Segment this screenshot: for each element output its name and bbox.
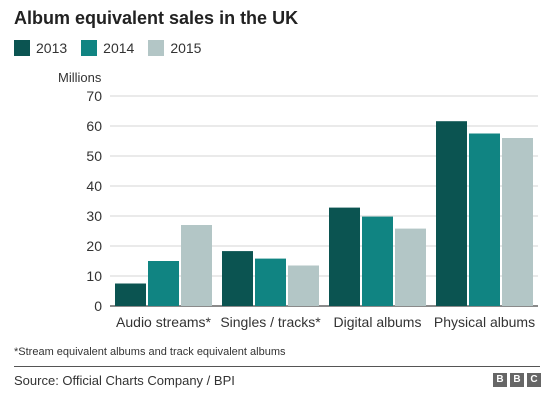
- legend-label-2015: 2015: [170, 40, 202, 56]
- y-tick-label: 20: [86, 238, 102, 254]
- legend-item-2014: 2014: [81, 40, 134, 56]
- legend-label-2013: 2013: [36, 40, 68, 56]
- legend: 2013 2014 2015: [14, 40, 201, 56]
- y-tick-label: 10: [86, 268, 102, 284]
- x-tick-label: Physical albums: [434, 314, 535, 330]
- bbc-logo: B B C: [493, 373, 541, 387]
- footer-divider: [14, 366, 540, 367]
- bar-2013-3: [436, 121, 467, 306]
- legend-swatch-2015: [148, 40, 165, 56]
- bar-2015-2: [395, 228, 426, 306]
- chart-title: Album equivalent sales in the UK: [14, 8, 299, 28]
- bar-2014-1: [255, 258, 286, 306]
- y-tick-labels: 0 10 20 30 40 50 60 70: [86, 88, 102, 314]
- y-tick-label: 0: [94, 298, 102, 314]
- y-tick-label: 70: [86, 88, 102, 104]
- bars: [115, 121, 533, 306]
- x-tick-label: Audio streams*: [116, 314, 211, 330]
- y-tick-label: 50: [86, 148, 102, 164]
- x-tick-label: Digital albums: [334, 314, 422, 330]
- bar-2014-2: [362, 216, 393, 306]
- y-tick-label: 60: [86, 118, 102, 134]
- legend-item-2013: 2013: [14, 40, 67, 56]
- y-tick-label: 30: [86, 208, 102, 224]
- legend-swatch-2014: [81, 40, 98, 56]
- legend-item-2015: 2015: [148, 40, 201, 56]
- source-text: Source: Official Charts Company / BPI: [14, 373, 235, 388]
- legend-swatch-2013: [14, 40, 30, 56]
- bar-2013-0: [115, 283, 146, 306]
- legend-label-2014: 2014: [103, 40, 135, 56]
- bar-2013-1: [222, 251, 253, 306]
- bar-2014-3: [469, 133, 500, 306]
- footnote: *Stream equivalent albums and track equi…: [14, 346, 286, 358]
- y-tick-label: 40: [86, 178, 102, 194]
- logo-letter: C: [527, 373, 541, 387]
- bar-2015-3: [502, 138, 533, 306]
- logo-letter: B: [493, 373, 507, 387]
- bar-2013-2: [329, 207, 360, 306]
- bar-2015-0: [181, 225, 212, 306]
- logo-letter: B: [510, 373, 524, 387]
- bar-2015-1: [288, 265, 319, 306]
- y-axis-label: Millions: [58, 70, 102, 85]
- x-tick-labels: Audio streams* Singles / tracks* Digital a…: [116, 314, 535, 330]
- x-tick-label: Singles / tracks*: [220, 314, 321, 330]
- bar-2014-0: [148, 261, 179, 306]
